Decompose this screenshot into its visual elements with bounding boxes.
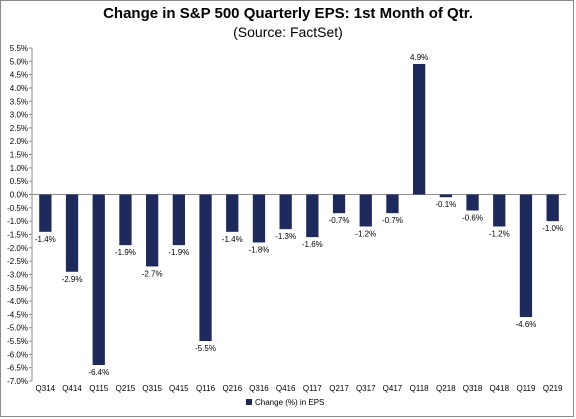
y-tick-label: -2.0% [7, 244, 28, 253]
x-tick-label: Q416 [276, 384, 296, 393]
bar-q219 [546, 194, 559, 222]
x-tick-label: Q117 [303, 384, 323, 393]
y-tick-label: -2.5% [7, 257, 28, 266]
y-tick-label: -1.5% [7, 230, 28, 239]
y-tick-label: -0.5% [7, 204, 28, 213]
bar-q318 [466, 194, 479, 211]
data-label: -2.7% [142, 269, 163, 278]
bar-q417 [386, 194, 399, 214]
data-label: -0.7% [329, 216, 350, 225]
bar-q418 [493, 194, 506, 227]
data-label: -4.6% [515, 320, 536, 329]
bar-q415 [172, 194, 185, 246]
bar-q117 [306, 194, 319, 238]
bar-q116 [199, 194, 212, 342]
bar-q416 [279, 194, 292, 230]
legend-swatch [246, 399, 252, 405]
bar-q315 [146, 194, 159, 267]
x-tick-label: Q415 [169, 384, 189, 393]
y-tick-label: 2.5% [10, 124, 28, 133]
data-label: -0.1% [435, 200, 456, 209]
y-tick-label: -4.0% [7, 297, 28, 306]
x-tick-label: Q118 [410, 384, 430, 393]
data-label: -6.4% [88, 368, 109, 377]
data-label: -1.2% [355, 229, 376, 238]
x-tick-label: Q314 [36, 384, 56, 393]
bar-q317 [359, 194, 372, 227]
bar-q216 [226, 194, 239, 232]
bar-q316 [252, 194, 266, 243]
y-tick-label: 5.0% [10, 57, 28, 66]
y-tick-label: 3.0% [10, 111, 28, 120]
bar-q314 [39, 194, 52, 232]
data-label: 4.9% [410, 53, 428, 62]
y-tick-label: -3.0% [7, 270, 28, 279]
y-tick-label: 0.0% [10, 191, 28, 200]
x-tick-label: Q418 [489, 384, 509, 393]
data-label: -1.8% [248, 245, 269, 254]
bar-q217 [332, 194, 346, 214]
x-tick-label: Q215 [116, 384, 136, 393]
x-tick-label: Q115 [89, 384, 109, 393]
data-label: -2.9% [62, 275, 83, 284]
legend-label: Change (%) in EPS [255, 398, 324, 407]
data-label: -1.2% [489, 229, 510, 238]
y-tick-label: -7.0% [7, 377, 28, 386]
data-label: -1.4% [222, 235, 243, 244]
bar-q414 [65, 194, 79, 272]
x-tick-label: Q417 [383, 384, 403, 393]
bar-q118 [413, 63, 426, 195]
bar-q215 [119, 194, 132, 246]
x-tick-label: Q315 [142, 384, 162, 393]
y-tick-label: 2.0% [10, 137, 28, 146]
y-tick-label: -3.5% [7, 284, 28, 293]
x-tick-label: Q116 [196, 384, 216, 393]
bar-q218 [439, 194, 452, 198]
y-tick-label: -4.5% [7, 310, 28, 319]
y-tick-label: -6.5% [7, 364, 28, 373]
x-tick-label: Q219 [543, 384, 563, 393]
y-tick-label: -1.0% [7, 217, 28, 226]
y-tick-label: 1.0% [10, 164, 28, 173]
data-label: -1.9% [115, 248, 136, 257]
bar-q119 [519, 194, 533, 318]
data-label: -1.3% [275, 232, 296, 241]
y-tick-label: 5.5% [10, 44, 28, 53]
x-tick-label: Q119 [516, 384, 536, 393]
y-tick-label: -6.0% [7, 350, 28, 359]
data-label: -1.6% [302, 240, 323, 249]
data-label: -1.4% [35, 235, 56, 244]
x-tick-label: Q218 [436, 384, 456, 393]
chart-subtitle: (Source: FactSet) [233, 24, 343, 40]
data-label: -1.0% [542, 224, 563, 233]
x-tick-label: Q216 [222, 384, 242, 393]
chart-title: Change in S&P 500 Quarterly EPS: 1st Mon… [103, 5, 473, 22]
x-tick-label: Q317 [356, 384, 376, 393]
y-tick-label: 4.0% [10, 84, 28, 93]
data-label: -1.9% [168, 248, 189, 257]
x-tick-label: Q217 [329, 384, 349, 393]
bar-q115 [92, 194, 105, 366]
y-tick-label: 4.5% [10, 71, 28, 80]
y-tick-label: 0.5% [10, 177, 28, 186]
y-tick-label: -5.0% [7, 324, 28, 333]
y-tick-label: 1.5% [10, 151, 28, 160]
x-tick-label: Q316 [249, 384, 269, 393]
data-label: -5.5% [195, 344, 216, 353]
x-tick-label: Q414 [62, 384, 82, 393]
y-tick-label: 3.5% [10, 97, 28, 106]
data-label: -0.7% [382, 216, 403, 225]
data-label: -0.6% [462, 214, 483, 223]
y-tick-label: -5.5% [7, 337, 28, 346]
x-tick-label: Q318 [463, 384, 483, 393]
